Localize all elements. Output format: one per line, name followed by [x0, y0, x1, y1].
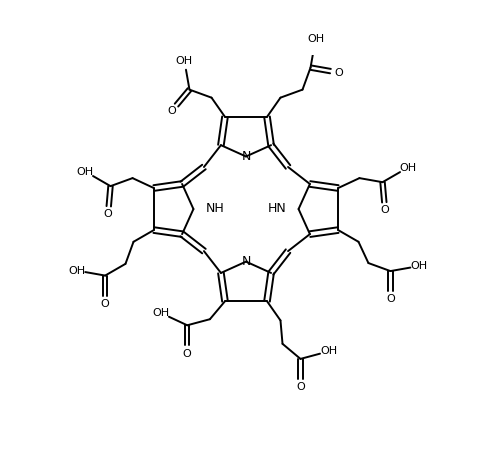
Text: O: O [104, 209, 112, 219]
Text: N: N [242, 255, 252, 268]
Text: O: O [167, 106, 176, 116]
Text: NH: NH [205, 202, 224, 215]
Text: OH: OH [176, 56, 193, 66]
Text: O: O [183, 349, 192, 359]
Text: OH: OH [320, 346, 337, 356]
Text: OH: OH [152, 308, 169, 318]
Text: OH: OH [410, 261, 428, 271]
Text: OH: OH [307, 34, 324, 44]
Text: O: O [386, 294, 395, 304]
Text: O: O [296, 382, 305, 392]
Text: OH: OH [399, 163, 416, 173]
Text: OH: OH [68, 266, 85, 276]
Text: O: O [381, 205, 389, 215]
Text: N: N [242, 150, 252, 163]
Text: HN: HN [268, 202, 287, 215]
Text: O: O [334, 68, 343, 78]
Text: OH: OH [77, 167, 94, 177]
Text: O: O [101, 299, 109, 309]
